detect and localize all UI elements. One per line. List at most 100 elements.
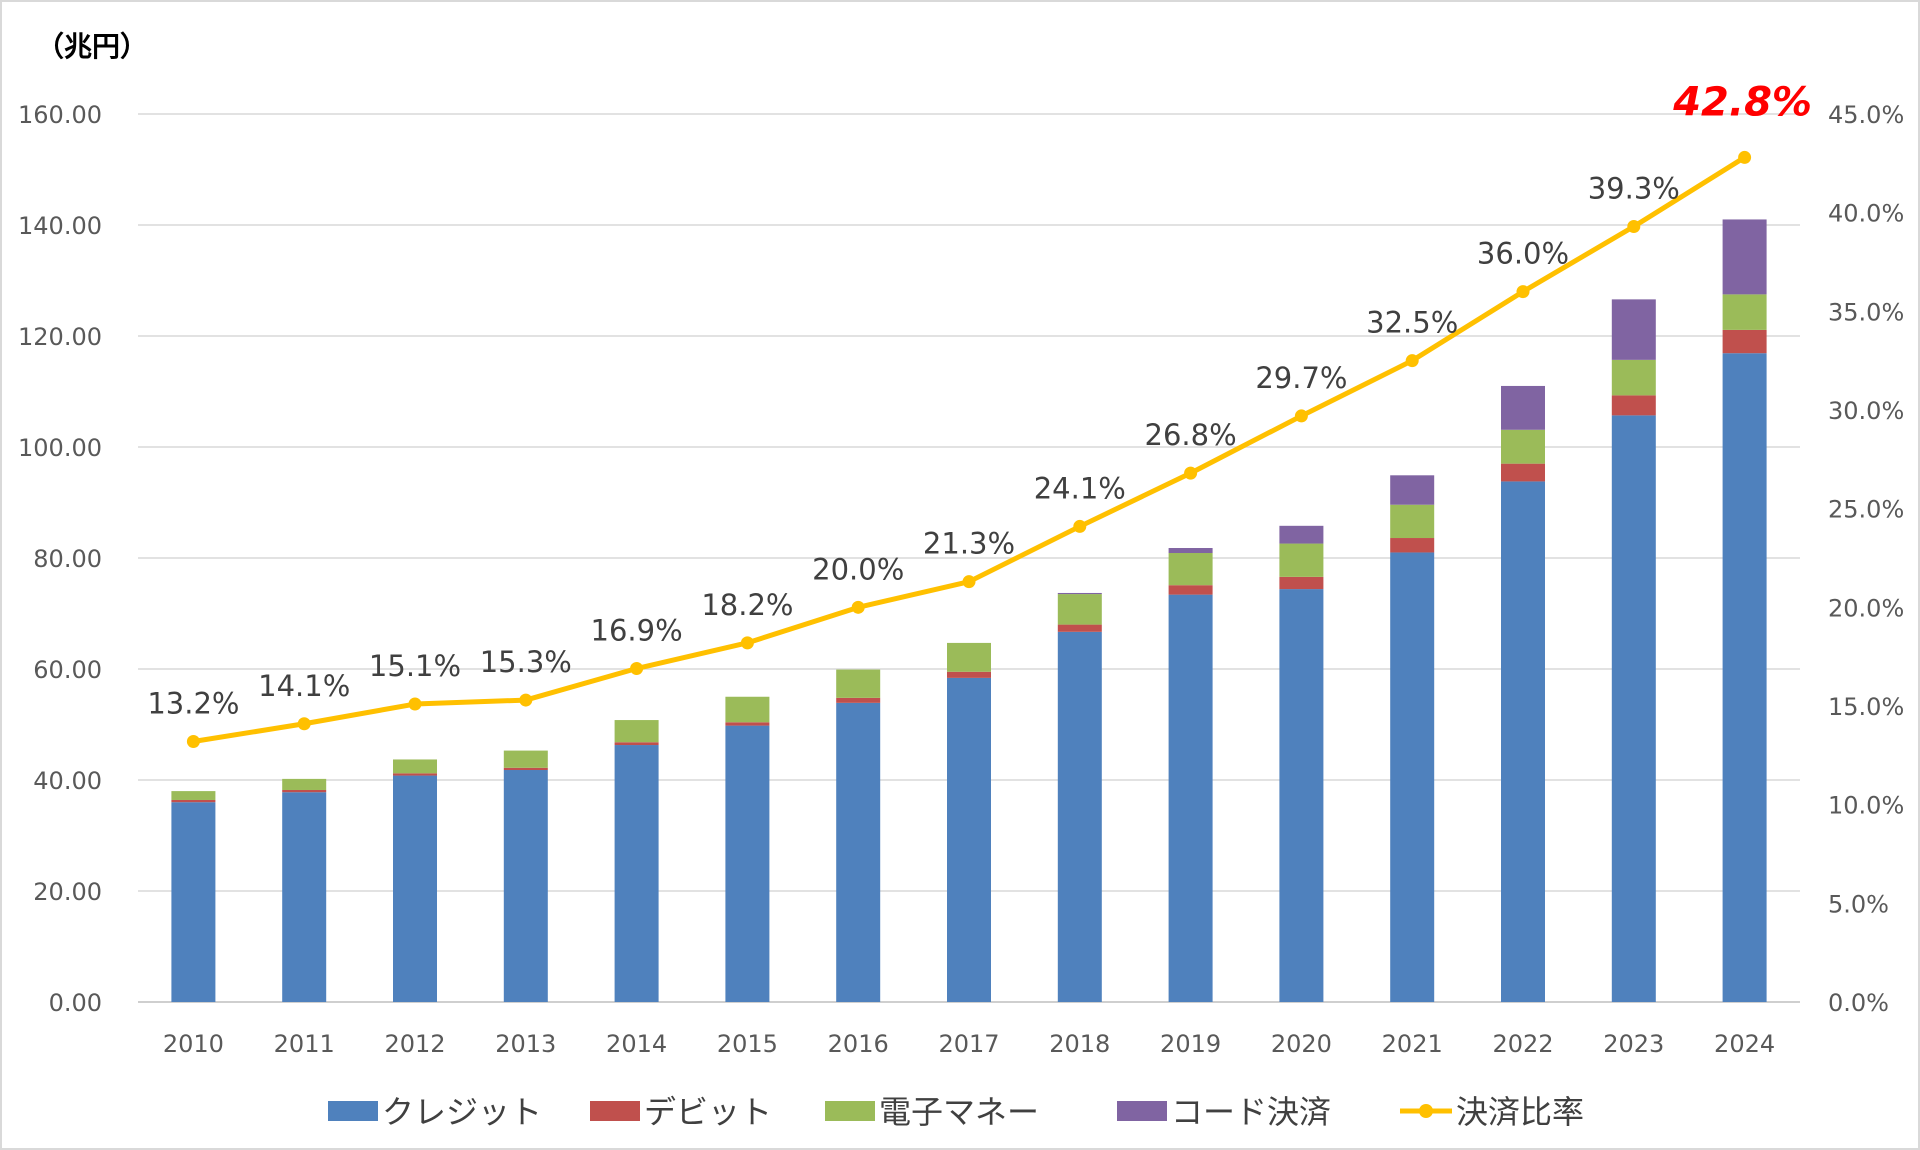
unit-label: （兆円） bbox=[36, 30, 148, 63]
bar-電子マネー-2020 bbox=[1279, 543, 1324, 577]
bar-デビット-2016 bbox=[836, 697, 881, 703]
bar-コード決済-2020 bbox=[1279, 525, 1324, 544]
ratio-point-2016 bbox=[851, 600, 865, 614]
bar-電子マネー-2011 bbox=[282, 778, 327, 790]
bar-クレジット-2010 bbox=[171, 802, 216, 1002]
ratio-data-label: 29.7% bbox=[1255, 361, 1347, 395]
y-right-tick-label: 15.0% bbox=[1828, 693, 1904, 721]
ratio-point-2014 bbox=[630, 662, 644, 676]
legend-label: コード決済 bbox=[1171, 1093, 1331, 1131]
ratio-data-label: 20.0% bbox=[812, 552, 904, 586]
bar-デビット-2019 bbox=[1168, 585, 1213, 595]
x-tick-label: 2015 bbox=[717, 1030, 778, 1058]
ratio-data-label: 39.3% bbox=[1588, 171, 1680, 205]
bar-デビット-2018 bbox=[1057, 624, 1102, 632]
ratio-data-label: 32.5% bbox=[1366, 306, 1458, 340]
bar-電子マネー-2016 bbox=[836, 669, 881, 698]
bar-クレジット-2022 bbox=[1501, 481, 1545, 1002]
ratio-data-label: 21.3% bbox=[923, 527, 1015, 561]
ratio-data-label: 14.1% bbox=[258, 669, 350, 703]
bar-デビット-2015 bbox=[725, 722, 770, 726]
bar-電子マネー-2024 bbox=[1722, 294, 1767, 330]
bar-電子マネー-2013 bbox=[503, 750, 548, 768]
y-left-tick-label: 160.00 bbox=[18, 101, 102, 129]
legend-label: クレジット bbox=[382, 1093, 542, 1131]
bar-電子マネー-2018 bbox=[1057, 594, 1102, 625]
x-tick-label: 2011 bbox=[274, 1030, 335, 1058]
y-right-tick-label: 0.0% bbox=[1828, 989, 1889, 1017]
bar-デビット-2013 bbox=[503, 767, 548, 771]
bar-クレジット-2021 bbox=[1390, 552, 1435, 1002]
ratio-point-2022 bbox=[1516, 285, 1530, 299]
ratio-data-label: 18.2% bbox=[701, 588, 793, 622]
ratio-point-2024 bbox=[1738, 150, 1752, 164]
bar-電子マネー-2017 bbox=[947, 642, 991, 672]
bar-デビット-2010 bbox=[171, 799, 216, 803]
legend-label: 電子マネー bbox=[879, 1093, 1039, 1131]
ratio-point-2012 bbox=[408, 697, 422, 711]
bar-クレジット-2013 bbox=[503, 770, 548, 1002]
bar-デビット-2020 bbox=[1279, 576, 1324, 590]
ratio-data-label: 15.3% bbox=[480, 645, 572, 679]
y-left-tick-label: 40.00 bbox=[33, 767, 102, 795]
bar-クレジット-2020 bbox=[1279, 589, 1324, 1002]
bar-電子マネー-2012 bbox=[393, 759, 437, 774]
bar-電子マネー-2015 bbox=[725, 696, 770, 723]
ratio-point-2011 bbox=[297, 717, 311, 731]
y-right-tick-label: 20.0% bbox=[1828, 594, 1904, 622]
bar-電子マネー-2021 bbox=[1390, 504, 1435, 539]
y-right-tick-label: 35.0% bbox=[1828, 298, 1904, 326]
y-left-tick-label: 20.00 bbox=[33, 878, 102, 906]
ratio-point-2019 bbox=[1184, 466, 1198, 480]
bar-デビット-2012 bbox=[393, 773, 437, 776]
x-tick-label: 2017 bbox=[938, 1030, 999, 1058]
bar-クレジット-2024 bbox=[1722, 353, 1767, 1003]
x-tick-label: 2022 bbox=[1492, 1030, 1553, 1058]
x-tick-label: 2016 bbox=[828, 1030, 889, 1058]
y-right-tick-label: 45.0% bbox=[1828, 101, 1904, 129]
bar-クレジット-2011 bbox=[282, 792, 327, 1002]
x-tick-label: 2024 bbox=[1714, 1030, 1775, 1058]
ratio-point-2018 bbox=[1073, 519, 1087, 533]
bar-クレジット-2019 bbox=[1168, 594, 1213, 1002]
bar-電子マネー-2022 bbox=[1501, 429, 1545, 464]
y-left-tick-label: 0.00 bbox=[49, 989, 102, 1017]
legend-swatch-コード決済 bbox=[1117, 1101, 1167, 1121]
y-right-tick-label: 30.0% bbox=[1828, 397, 1904, 425]
bar-電子マネー-2019 bbox=[1168, 553, 1213, 586]
y-left-tick-label: 60.00 bbox=[33, 656, 102, 684]
bar-クレジット-2012 bbox=[393, 775, 437, 1002]
ratio-data-label: 16.9% bbox=[591, 614, 683, 648]
y-right-tick-label: 5.0% bbox=[1828, 890, 1889, 918]
ratio-point-2020 bbox=[1294, 409, 1308, 423]
ratio-data-label: 24.1% bbox=[1034, 471, 1126, 505]
x-tick-label: 2020 bbox=[1271, 1030, 1332, 1058]
x-tick-label: 2012 bbox=[384, 1030, 445, 1058]
legend-swatch-電子マネー bbox=[825, 1101, 875, 1121]
ratio-point-2017 bbox=[962, 575, 976, 589]
x-tick-label: 2019 bbox=[1160, 1030, 1221, 1058]
bar-デビット-2024 bbox=[1722, 329, 1767, 354]
y-left-tick-label: 120.00 bbox=[18, 323, 102, 351]
bar-電子マネー-2023 bbox=[1611, 359, 1656, 396]
ratio-data-label: 13.2% bbox=[147, 687, 239, 721]
bar-クレジット-2018 bbox=[1057, 631, 1102, 1002]
bar-デビット-2021 bbox=[1390, 538, 1435, 553]
ratio-data-label: 42.8% bbox=[1672, 79, 1812, 125]
y-right-tick-label: 10.0% bbox=[1828, 792, 1904, 820]
legend-swatch-クレジット bbox=[328, 1101, 378, 1121]
y-right-tick-label: 40.0% bbox=[1828, 200, 1904, 228]
bar-クレジット-2016 bbox=[836, 702, 881, 1002]
bar-クレジット-2023 bbox=[1611, 415, 1656, 1002]
y-right-tick-label: 25.0% bbox=[1828, 496, 1904, 524]
y-left-tick-label: 140.00 bbox=[18, 212, 102, 240]
ratio-point-2010 bbox=[186, 735, 200, 749]
x-tick-label: 2010 bbox=[163, 1030, 224, 1058]
bar-デビット-2017 bbox=[947, 671, 991, 678]
bar-電子マネー-2014 bbox=[614, 720, 659, 743]
ratio-data-label: 26.8% bbox=[1145, 418, 1237, 452]
legend-marker bbox=[1419, 1104, 1433, 1118]
bar-デビット-2014 bbox=[614, 742, 659, 746]
